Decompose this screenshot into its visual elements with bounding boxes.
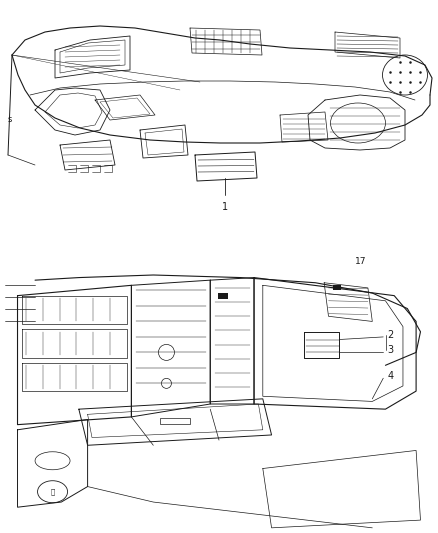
Text: 2: 2 <box>387 330 393 340</box>
Text: s: s <box>8 116 12 125</box>
Text: 3: 3 <box>387 345 393 356</box>
Text: 4: 4 <box>387 371 393 381</box>
Bar <box>219 293 228 298</box>
Bar <box>333 285 341 289</box>
Text: Ꝟ: Ꝟ <box>50 488 55 495</box>
Text: 17: 17 <box>355 257 367 266</box>
Bar <box>160 418 190 424</box>
Text: 1: 1 <box>222 202 228 212</box>
